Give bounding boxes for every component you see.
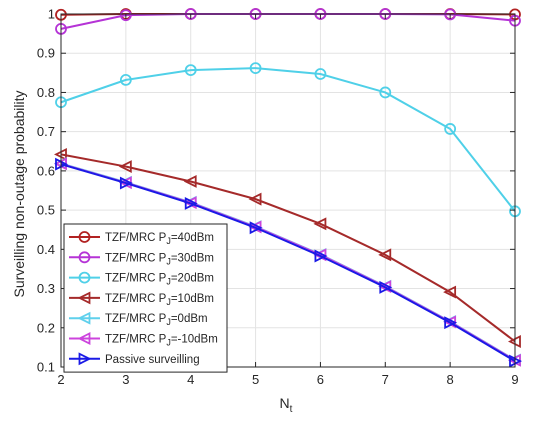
data-point [119,9,132,22]
data-point [444,316,458,330]
series-line [60,163,516,362]
data-point [119,73,132,86]
series-2 [55,62,521,218]
series-line [60,153,516,343]
legend-entry: TZF/MRC PJ=0dBm [69,311,208,327]
data-point [379,86,392,99]
legend-label: Passive surveilling [105,354,200,366]
legend-label: TZF/MRC PJ=20dBm [105,273,214,287]
legend-entry: TZF/MRC PJ=10dBm [69,291,214,307]
data-point [249,221,263,235]
legend-label: TZF/MRC PJ=0dBm [105,313,208,327]
y-axis-title: Surveilling non-outage probability [11,90,27,297]
legend-marker [78,251,91,264]
legend-marker [78,352,92,366]
data-point [313,248,327,262]
legend-entry: Passive surveilling [69,352,200,366]
y-tick-label: 0.9 [37,46,55,61]
data-point [248,192,262,206]
legend-entry: TZF/MRC PJ=40dBm [69,231,214,246]
series-line [60,67,516,212]
y-tick-label: 0.1 [37,360,55,375]
data-point [249,62,262,75]
data-point [184,64,197,76]
axes: 2 3 4 5 6 7 8 9 0.1 0.2 0.3 0.4 0.5 0.6 0.7 0.8 0.9 1 [37,7,519,388]
x-tick-label: 6 [317,372,324,387]
legend-label: TZF/MRC PJ=-10dBm [105,334,218,348]
x-tick-label: 5 [252,372,259,387]
x-tick-label: 9 [511,372,518,387]
data-point [444,123,457,135]
legend-marker [77,332,91,345]
legend-label: TZF/MRC PJ=30dBm [105,252,214,266]
legend-label: TZF/MRC PJ=10dBm [105,293,214,307]
x-tick-label: 7 [382,372,389,387]
legend-entry: TZF/MRC PJ=20dBm [69,271,214,287]
x-tick-label: 2 [57,372,64,387]
data-point [443,285,457,299]
data-point [183,175,197,188]
x-tick-label: 8 [447,372,454,387]
data-point [314,249,328,263]
legend-entry: TZF/MRC PJ=-10dBm [69,332,218,348]
y-tick-label: 0.3 [37,281,55,296]
legend-marker [77,311,91,325]
y-tick-label: 1 [48,7,55,22]
y-tick-label: 0.2 [37,320,55,335]
plot-frame [60,13,516,368]
x-tick-label: 3 [122,372,129,387]
y-tick-label: 0.7 [37,124,55,139]
data-point [118,160,132,174]
data-point [378,248,392,262]
data-point [184,196,198,210]
legend-marker [77,291,91,305]
data-point [313,217,327,231]
legend: TZF/MRC PJ=40dBm TZF/MRC PJ=30dBm TZF/MRC … [63,223,228,373]
y-tick-label: 0.8 [37,85,55,100]
legend-marker [78,231,91,243]
legend-entry: TZF/MRC PJ=30dBm [69,251,214,266]
y-tick-label: 0.6 [37,163,55,178]
data-point [314,68,327,80]
data-point [379,280,393,294]
legend-label: TZF/MRC PJ=40dBm [105,232,214,246]
y-tick-label: 0.5 [37,203,55,218]
y-tick-label: 0.4 [37,242,55,257]
x-axis-title: Nt [280,395,293,415]
legend-marker [78,271,91,284]
data-point [119,176,133,190]
series-line [60,13,516,30]
x-tick-label: 4 [187,372,194,387]
